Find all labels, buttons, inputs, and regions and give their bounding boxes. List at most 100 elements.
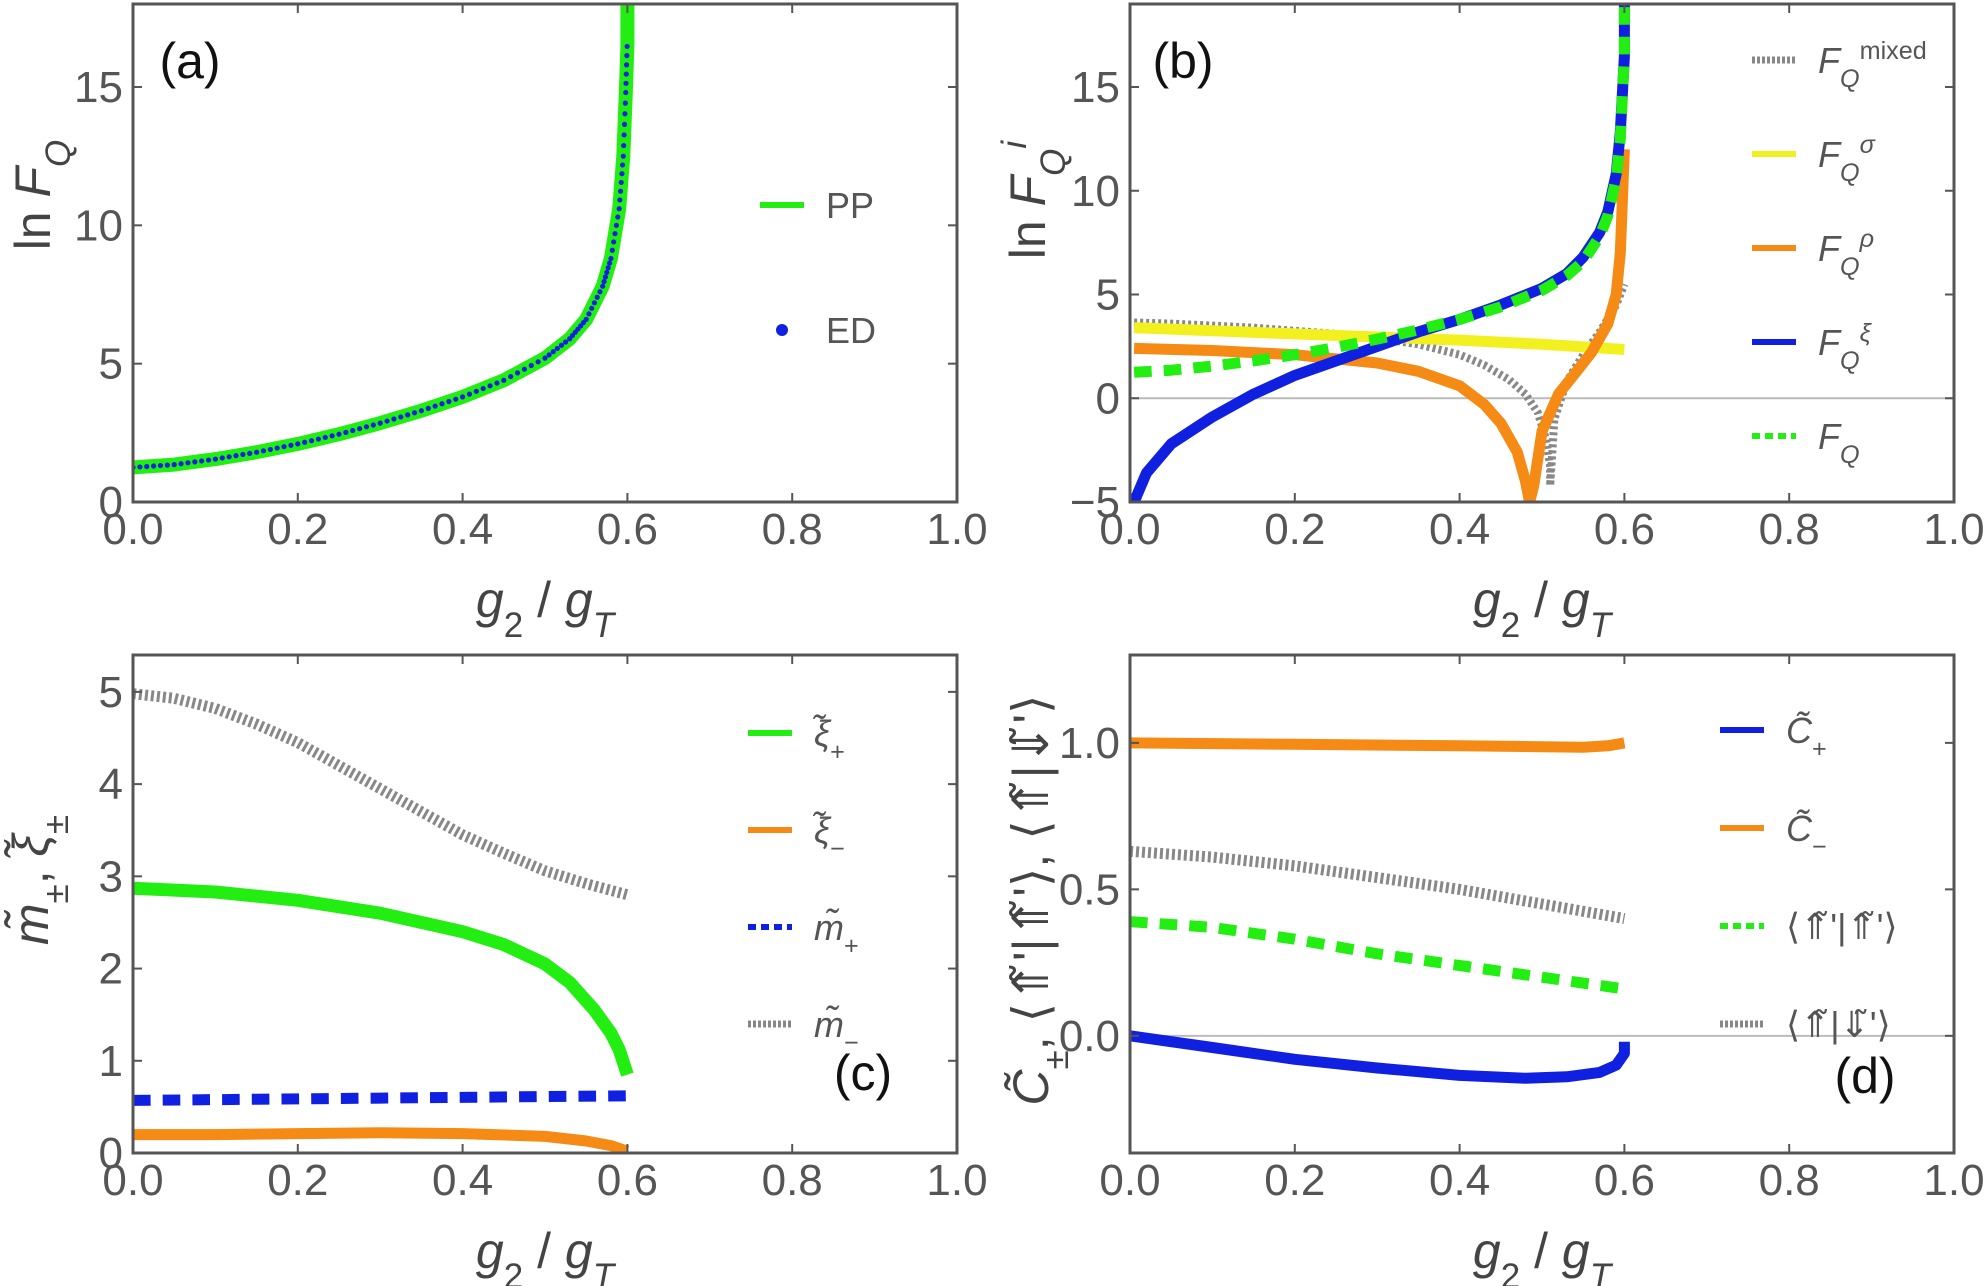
data-point (597, 289, 603, 295)
data-point (295, 441, 301, 447)
data-point (199, 458, 205, 464)
data-point (315, 436, 321, 442)
data-point (336, 431, 342, 437)
x-tick-label: 0.2 (1264, 1156, 1325, 1205)
y-tick-label: 1.0 (1059, 719, 1120, 768)
series-group (1130, 4, 1630, 502)
y-tick-label: 1 (99, 1037, 123, 1086)
data-point (171, 462, 177, 468)
plot-frame (131, 653, 959, 1155)
data-point (240, 451, 246, 458)
series-line (1130, 4, 1630, 502)
data-point (586, 311, 592, 317)
legend-label: PP (826, 185, 874, 226)
x-tick-label: 0.6 (1594, 505, 1655, 554)
legend-label: FQρ (1818, 225, 1874, 281)
legend: C̃+ C̃− ⟨⇑̃'|⇑̃'⟩ ⟨⇑̃|⇓̃'⟩ (1720, 710, 1898, 1045)
x-tick-label: 0.0 (102, 505, 163, 554)
data-point (600, 283, 606, 289)
legend-label: FQξ (1818, 319, 1873, 375)
series-group (1130, 737, 1630, 1084)
data-point (591, 300, 598, 306)
data-point (384, 418, 390, 424)
data-point (418, 408, 424, 414)
panel-label: (d) (1834, 1048, 1895, 1104)
y-tick-label: 15 (74, 63, 123, 112)
x-tick-label: 0.6 (597, 1156, 658, 1205)
y-tick-label: 2 (99, 945, 123, 994)
panel-a: 0.0 0.2 0.4 0.6 0.8 1.0 0 5 10 15 (a) g2 / gT ln FQ P… (5, 2, 988, 645)
data-point (601, 278, 607, 285)
series-line (1130, 1030, 1630, 1084)
data-point (370, 422, 376, 428)
x-axis-label: g2 / gT (476, 572, 617, 645)
x-tick-label: 1.0 (926, 1156, 987, 1205)
x-axis-label: g2 / gT (1473, 572, 1614, 645)
data-point (501, 377, 507, 383)
data-point (623, 71, 629, 77)
x-tick-label: 0.8 (1759, 1156, 1820, 1205)
data-point (521, 366, 528, 372)
data-point (432, 403, 438, 409)
x-tick-label: 0.0 (1099, 505, 1160, 554)
x-tick-label: 1.0 (1923, 505, 1984, 554)
x-tick-label: 0.4 (432, 1156, 493, 1205)
data-point (612, 231, 618, 237)
data-point (617, 188, 624, 194)
y-axis-label: ln FQi (995, 140, 1073, 260)
series-line (133, 881, 634, 1077)
series-line (133, 688, 629, 901)
data-point (621, 132, 627, 138)
data-point (446, 398, 452, 405)
x-axis-label: g2 / gT (1473, 1223, 1614, 1286)
data-point (604, 269, 610, 275)
y-tick-label: 0 (99, 1129, 123, 1178)
panel-label: (b) (1152, 33, 1213, 89)
x-tick-label: 0.2 (1264, 505, 1325, 554)
data-point (281, 444, 287, 450)
data-point (274, 445, 280, 451)
x-tick-label: 0.8 (762, 505, 823, 554)
legend-label: ⟨⇑̃'|⇑̃'⟩ (1786, 906, 1898, 947)
data-point (226, 454, 232, 460)
y-tick-label: 10 (1071, 167, 1120, 216)
y-axis-label: ln FQ (5, 140, 78, 251)
data-point (594, 294, 600, 300)
legend-label: m̃− (814, 1004, 859, 1057)
data-point (405, 412, 411, 418)
data-point (622, 100, 628, 106)
data-point (205, 457, 212, 463)
data-point (620, 153, 626, 159)
data-point (609, 247, 615, 253)
y-tick-label: 0 (1096, 374, 1120, 423)
x-axis-label: g2 / gT (476, 1223, 617, 1286)
data-point (343, 429, 349, 435)
data-point (391, 416, 397, 422)
data-point (605, 265, 611, 271)
y-tick-label: 3 (99, 852, 123, 901)
plot-frame (1128, 2, 1956, 504)
data-point (247, 450, 253, 456)
data-point (466, 391, 473, 397)
data-point (473, 388, 479, 394)
data-point (151, 463, 157, 469)
y-axis-label: m̃±, ξ̃± (3, 815, 76, 945)
plot-frame (1128, 653, 1956, 1155)
series-line (1133, 282, 1629, 490)
data-point (583, 316, 589, 322)
x-tick-label: 0.2 (267, 1156, 328, 1205)
data-point (192, 459, 198, 465)
y-axis-label: C̃±, ⟨⇑̃'|⇑̃'⟩, ⟨⇑̃|⇓̃'⟩ (1003, 694, 1076, 1105)
data-point (621, 121, 628, 127)
plot-frame (131, 2, 959, 504)
data-point (363, 424, 370, 430)
data-point (615, 214, 621, 220)
data-point (137, 464, 143, 470)
y-tick-label: 5 (99, 668, 123, 717)
legend: ξ̃+ ξ̃− m̃+ m̃− (748, 713, 859, 1057)
data-point (508, 373, 514, 380)
data-point (623, 62, 630, 68)
data-point (453, 396, 459, 402)
data-point (623, 80, 629, 86)
